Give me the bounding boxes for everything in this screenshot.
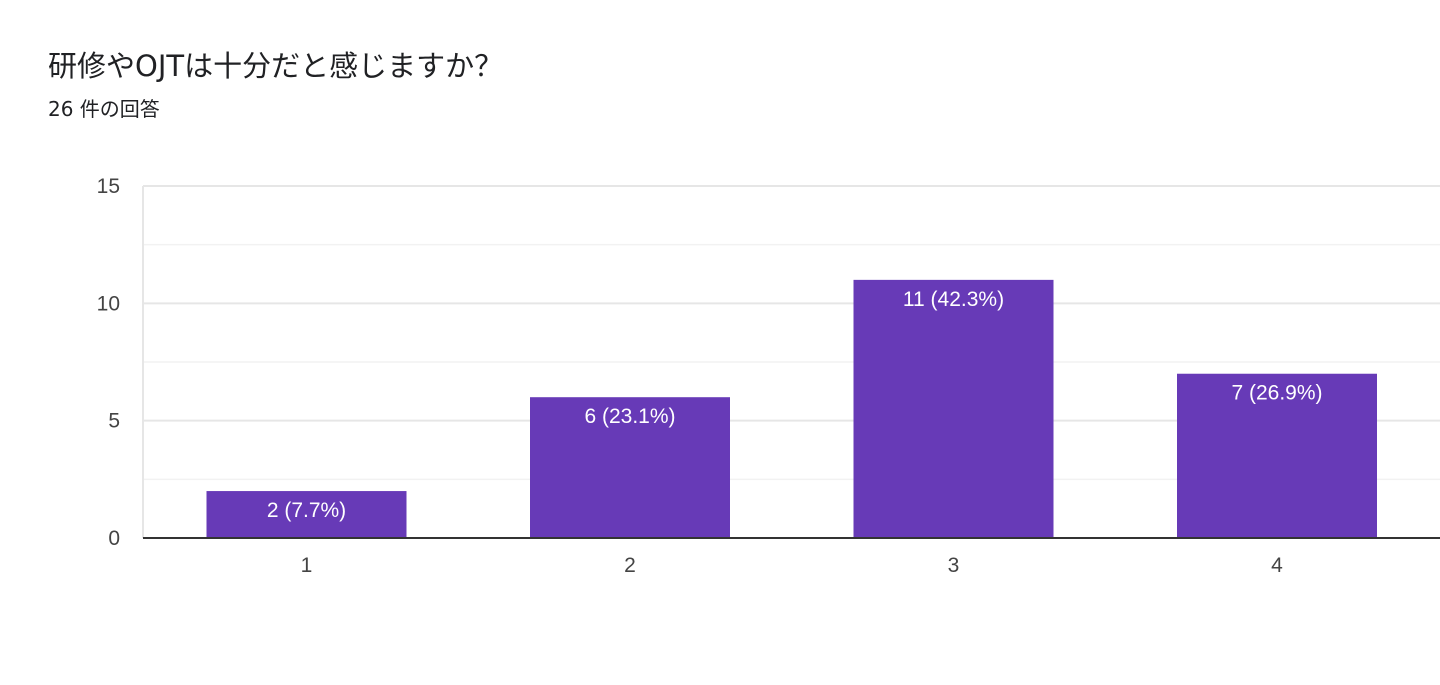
x-tick-label: 2 bbox=[624, 554, 636, 577]
y-tick-label: 10 bbox=[97, 292, 120, 315]
bar-data-label: 11 (42.3%) bbox=[903, 288, 1004, 311]
x-tick-label: 4 bbox=[1271, 554, 1283, 577]
x-tick-label: 1 bbox=[301, 554, 313, 577]
bar bbox=[530, 397, 730, 538]
bar-layer bbox=[206, 279, 1377, 538]
bar bbox=[206, 491, 407, 538]
y-tick-label: 15 bbox=[97, 175, 120, 198]
y-tick-label: 5 bbox=[108, 410, 120, 433]
question-title: 研修やOJTは十分だと感じますか？ bbox=[48, 49, 504, 83]
label-layer: 0 5 10 15 2 (7.7%) 1 6 (23.1%) 2 11 (42.3%) 3 7 (2… bbox=[97, 175, 1323, 577]
bar-data-label: 6 (23.1%) bbox=[584, 405, 675, 428]
bar-data-label: 2 (7.7%) bbox=[267, 499, 346, 522]
y-tick-label: 0 bbox=[108, 527, 120, 550]
bar bbox=[1177, 373, 1377, 538]
bar bbox=[853, 279, 1054, 538]
x-tick-label: 3 bbox=[948, 554, 960, 577]
response-count: 26 件の回答 bbox=[48, 97, 160, 121]
bar-data-label: 7 (26.9%) bbox=[1231, 382, 1322, 405]
